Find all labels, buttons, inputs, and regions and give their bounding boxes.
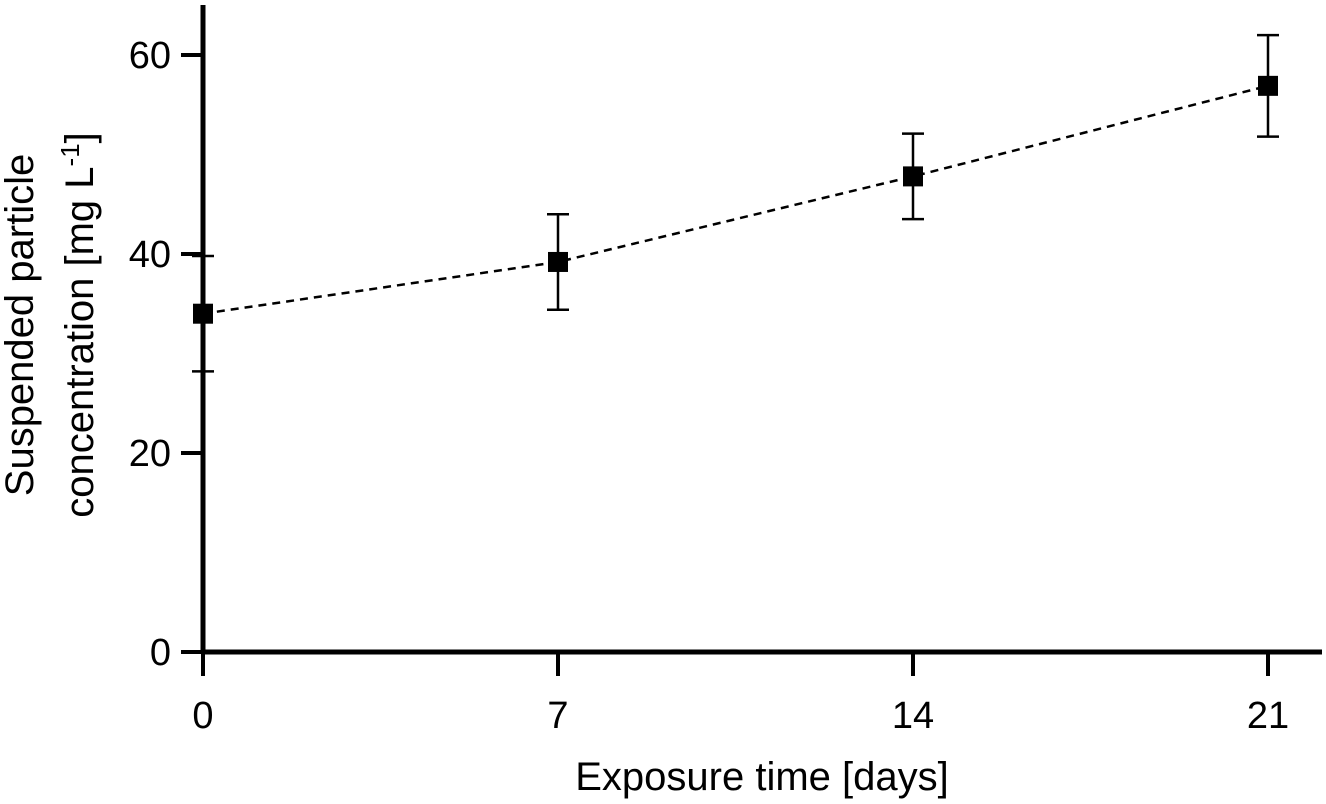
x-tick-label: 21 bbox=[1247, 695, 1289, 737]
x-tick-label: 14 bbox=[892, 695, 934, 737]
data-point-marker bbox=[1258, 75, 1278, 96]
y-axis-title-line1-group: Suspended particle bbox=[0, 154, 42, 496]
y-tick-label: 20 bbox=[129, 433, 171, 475]
y-axis-title-line2-superscript: -1 bbox=[55, 143, 85, 166]
y-tick-label: 60 bbox=[129, 35, 171, 77]
x-tick-label: 0 bbox=[192, 695, 213, 737]
y-axis-title-line2-prefix: concentration [mg L bbox=[58, 166, 102, 517]
y-axis-title-line1: Suspended particle bbox=[0, 154, 42, 496]
series-line bbox=[202, 84, 1269, 315]
y-axis-title-line2-suffix: ] bbox=[58, 132, 102, 143]
y-tick-label: 40 bbox=[129, 234, 171, 276]
x-axis-title: Exposure time [days] bbox=[575, 755, 949, 799]
y-tick-label: 0 bbox=[150, 632, 171, 674]
x-tick-label: 7 bbox=[547, 695, 568, 737]
y-axis-title-line2: concentration [mg L-1] bbox=[55, 132, 102, 518]
axes bbox=[200, 5, 1322, 655]
y-axis-title-line2-group: concentration [mg L-1] bbox=[55, 132, 102, 518]
data-point-marker bbox=[903, 166, 923, 187]
ticks: 0 20 40 60 0 7 14 21 bbox=[129, 35, 1289, 737]
data-point-marker bbox=[193, 303, 213, 324]
series bbox=[192, 33, 1279, 373]
data-point-marker bbox=[548, 251, 568, 272]
